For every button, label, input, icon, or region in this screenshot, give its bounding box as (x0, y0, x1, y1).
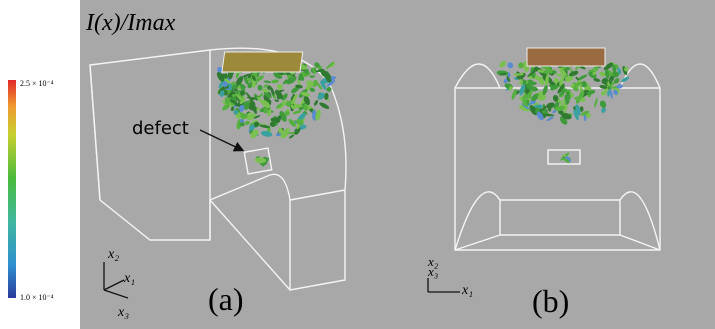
axis-label: x₁ (461, 283, 473, 298)
annotation: defect (132, 118, 189, 139)
panel-label: (b) (532, 283, 569, 319)
axis-label: x₃ (427, 264, 438, 279)
source-b (527, 48, 605, 66)
figure: 2.5 × 10⁻⁴ 1.0 × 10⁻⁴ I(x)/Imax defect x… (0, 0, 715, 329)
colorbar-max: 2.5 × 10⁻⁴ (20, 79, 54, 88)
colorbar (8, 80, 16, 298)
axis-label: x₂ (107, 247, 119, 262)
blob (607, 90, 610, 97)
source-a (222, 52, 303, 72)
axis-label: x₁ (123, 271, 135, 286)
panel-label: (a) (208, 281, 244, 317)
plot-background (80, 0, 715, 329)
axis-label: x₃ (117, 305, 129, 320)
colorbar-min: 1.0 × 10⁻⁴ (20, 293, 54, 302)
title: I(x)/Imax (85, 10, 176, 36)
